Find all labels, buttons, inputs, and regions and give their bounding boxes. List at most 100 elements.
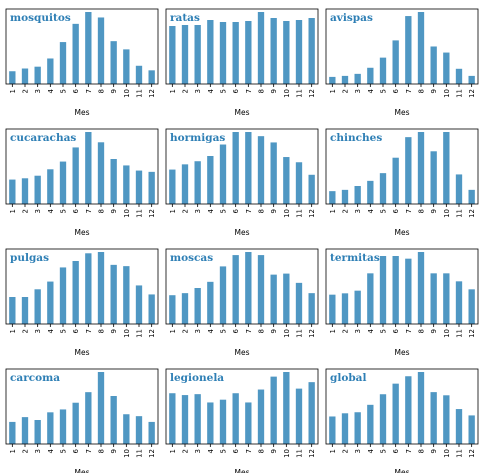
bar-avispas-7 [405, 16, 412, 85]
bar-pulgas-10 [123, 266, 130, 324]
plot-frame [325, 128, 479, 205]
bar-termitas-9 [430, 273, 437, 324]
x-tick-label: 12 [468, 329, 476, 338]
x-tick-label: 1 [329, 209, 337, 213]
bar-avispas-10 [443, 52, 450, 84]
x-tick-label: 9 [430, 449, 438, 453]
x-tick-label: 6 [72, 88, 80, 93]
bar-moscas-2 [181, 293, 189, 324]
bar-mosquitos-11 [135, 65, 143, 84]
bar-moscas-7 [245, 252, 252, 324]
chart-title: carcoma [10, 372, 60, 384]
x-tick-label: 8 [418, 209, 426, 213]
x-tick-label: 6 [392, 448, 400, 453]
bar-carcoma-6 [72, 402, 79, 444]
plot-frame [5, 128, 159, 205]
bar-ratas-9 [270, 18, 277, 84]
x-tick-label: 12 [148, 449, 156, 458]
x-tick-label: 5 [60, 329, 68, 333]
x-tick-label: 5 [380, 329, 388, 333]
bar-legionela-9 [270, 376, 277, 444]
bar-cucarachas-11 [135, 170, 143, 204]
bar-mosquitos-10 [123, 49, 130, 84]
x-tick-label: 4 [207, 88, 215, 93]
x-tick-label: 9 [430, 89, 438, 93]
bar-ratas-2 [181, 25, 189, 84]
x-axis-label: Mes [235, 228, 250, 237]
x-tick-label: 9 [270, 209, 278, 213]
x-tick-label: 3 [194, 449, 202, 453]
x-tick-label: 6 [72, 328, 80, 333]
bar-hormigas-11 [295, 162, 303, 204]
x-tick-label: 11 [456, 89, 464, 98]
bar-termitas-12 [468, 289, 475, 324]
x-tick-label: 1 [169, 329, 177, 333]
bar-hormigas-5 [219, 144, 227, 204]
x-tick-label: 1 [9, 329, 17, 333]
bar-avispas-9 [430, 46, 437, 84]
x-tick-label: 5 [380, 209, 388, 213]
bar-avispas-6 [392, 40, 399, 84]
x-tick-label: 11 [136, 329, 144, 338]
bar-carcoma-5 [59, 409, 67, 444]
x-tick-label: 12 [308, 449, 316, 458]
bar-chinches-4 [367, 180, 374, 204]
bar-ratas-7 [245, 21, 252, 84]
bar-legionela-3 [194, 394, 201, 444]
x-tick-label: 4 [207, 208, 215, 213]
bar-pulgas-4 [47, 281, 54, 324]
bar-termitas-6 [392, 256, 399, 324]
x-tick-label: 3 [354, 209, 362, 213]
bar-pulgas-1 [9, 297, 16, 324]
bar-legionela-10 [283, 372, 290, 444]
x-tick-label: 11 [296, 449, 304, 458]
chart-title: chinches [330, 132, 382, 144]
x-tick-label: 2 [342, 89, 350, 93]
bar-termitas-10 [443, 273, 450, 324]
bar-global-6 [392, 383, 399, 444]
bar-legionela-1 [169, 393, 176, 444]
x-tick-label: 2 [182, 449, 190, 453]
bar-global-3 [354, 412, 361, 444]
x-tick-label: 5 [380, 89, 388, 93]
x-tick-label: 10 [123, 209, 131, 218]
x-tick-label: 12 [308, 329, 316, 338]
x-tick-label: 8 [258, 209, 266, 213]
bar-global-5 [379, 394, 387, 444]
bar-mosquitos-2 [21, 68, 29, 84]
bar-avispas-8 [417, 12, 425, 84]
x-axis-label: Mes [75, 108, 90, 117]
bar-moscas-3 [194, 288, 201, 324]
x-axis-label: Mes [395, 468, 410, 473]
bar-legionela-8 [257, 389, 265, 444]
x-tick-label: 2 [182, 209, 190, 213]
bar-moscas-11 [295, 282, 303, 324]
x-tick-label: 5 [220, 329, 228, 333]
plot-frame [165, 8, 319, 85]
x-tick-label: 1 [169, 209, 177, 213]
bar-hormigas-2 [181, 164, 189, 204]
plot-frame [165, 128, 319, 205]
x-tick-label: 4 [367, 88, 375, 93]
chart-title: hormigas [170, 132, 225, 144]
bar-pulgas-2 [21, 297, 29, 324]
x-tick-label: 4 [47, 208, 55, 213]
bar-cucarachas-3 [34, 175, 41, 204]
x-tick-label: 3 [34, 209, 42, 213]
bar-carcoma-7 [85, 392, 92, 444]
x-tick-label: 6 [232, 208, 240, 213]
bar-carcoma-3 [34, 420, 41, 444]
bar-pulgas-5 [59, 267, 67, 324]
bar-moscas-12 [308, 293, 315, 324]
x-tick-label: 7 [245, 89, 253, 93]
bar-legionela-7 [245, 402, 252, 444]
x-tick-label: 5 [60, 209, 68, 213]
bar-chinches-7 [405, 137, 412, 204]
bar-pulgas-7 [85, 253, 92, 324]
x-tick-label: 2 [182, 89, 190, 93]
x-tick-label: 4 [47, 448, 55, 453]
x-tick-label: 12 [468, 449, 476, 458]
bar-chinches-10 [443, 132, 450, 204]
